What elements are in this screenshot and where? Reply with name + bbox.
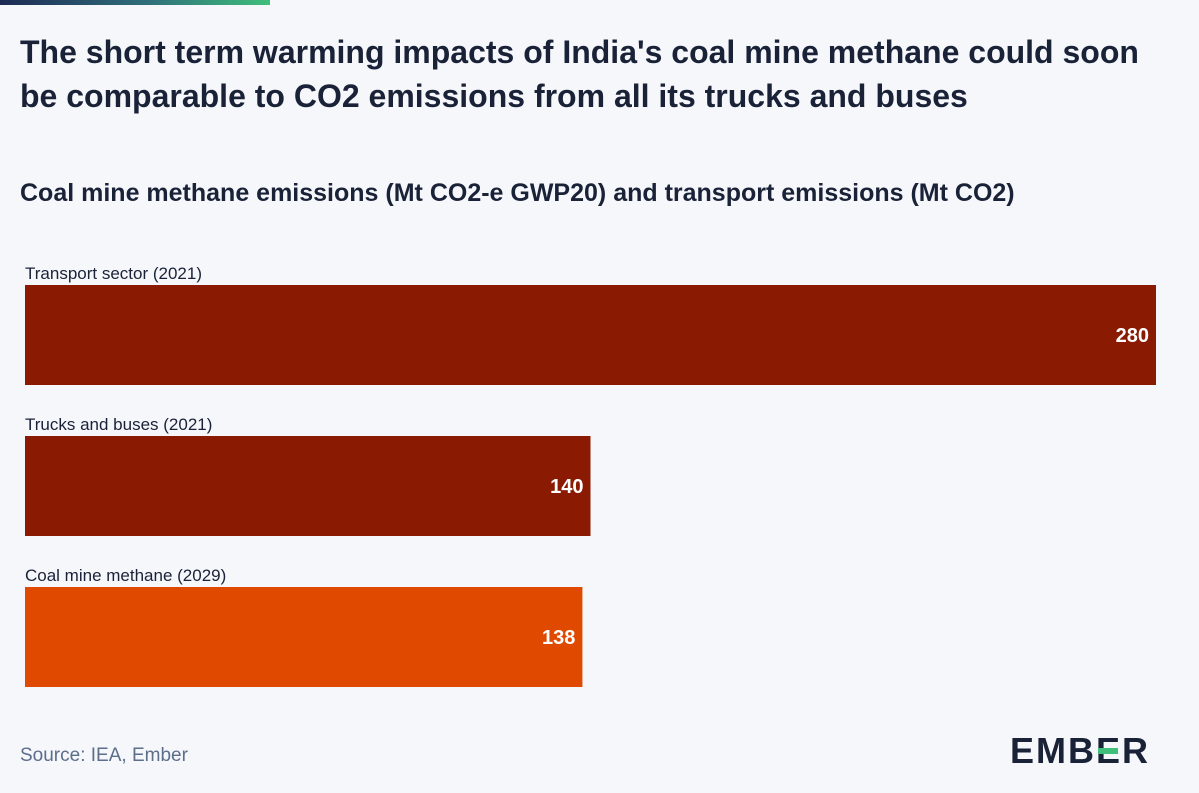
bar-chart: Transport sector (2021) 280 Trucks and bus… bbox=[25, 264, 1156, 687]
ember-logo: EMBER bbox=[1010, 730, 1150, 772]
bar bbox=[25, 285, 1156, 385]
bar bbox=[25, 587, 583, 687]
logo-text-pre: EMB bbox=[1010, 730, 1096, 771]
data-label: 138 bbox=[542, 627, 575, 649]
chart-subtitle: Coal mine methane emissions (Mt CO2-e GW… bbox=[20, 179, 1015, 207]
data-label: 140 bbox=[550, 476, 583, 498]
chart-title: The short term warming impacts of India'… bbox=[20, 34, 1139, 114]
top-accent-strip bbox=[0, 0, 270, 5]
data-label: 280 bbox=[1116, 325, 1149, 347]
logo-text-mid: E bbox=[1096, 730, 1123, 771]
bar bbox=[25, 436, 591, 536]
category-label: Trucks and buses (2021) bbox=[25, 415, 212, 434]
logo-text-post: R bbox=[1122, 730, 1151, 771]
source-note: Source: IEA, Ember bbox=[20, 745, 188, 766]
category-label: Coal mine methane (2029) bbox=[25, 566, 226, 585]
category-label: Transport sector (2021) bbox=[25, 264, 202, 283]
